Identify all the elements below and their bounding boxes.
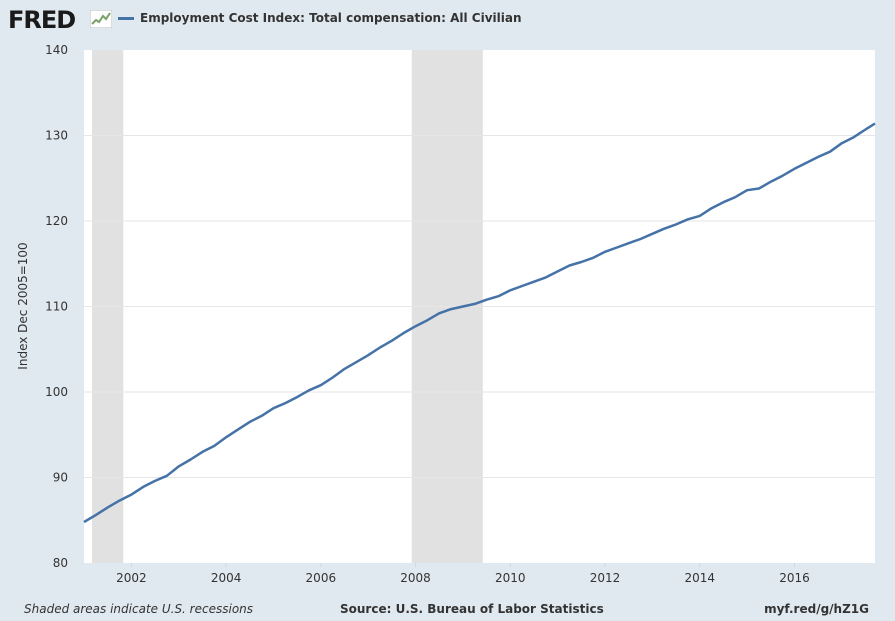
header: FRED Employment Cost Index: Total compen… [0,0,895,40]
x-tick-label: 2010 [495,571,526,585]
series-line [83,122,876,524]
y-tick-label: 130 [45,129,68,143]
fred-logo-graph-icon [90,10,112,28]
y-tick-label: 80 [53,556,68,570]
x-tick-label: 2008 [400,571,431,585]
x-tick-label: 2006 [306,571,337,585]
x-tick-label: 2016 [779,571,810,585]
y-axis-label: Index Dec 2005=100 [16,242,30,369]
y-tick-label: 120 [45,214,68,228]
source-note: Source: U.S. Bureau of Labor Statistics [340,602,604,616]
x-tick-label: 2014 [684,571,715,585]
recession-note: Shaded areas indicate U.S. recessions [24,602,254,616]
y-tick-label: 110 [45,300,68,314]
y-tick-label: 100 [45,385,68,399]
y-tick-label: 140 [45,43,68,57]
legend-swatch [118,16,134,20]
y-axis-ticks: 80 90 100 110 120 130 140 [45,43,68,570]
fred-logo[interactable]: FRED [8,6,76,34]
x-tick-label: 2002 [116,571,147,585]
legend-label[interactable]: Employment Cost Index: Total compensatio… [140,11,522,25]
y-tick-label: 90 [53,471,68,485]
legend: Employment Cost Index: Total compensatio… [118,11,522,25]
gridlines [84,135,875,478]
x-tick-label: 2004 [211,571,242,585]
x-tick-label: 2012 [590,571,621,585]
x-axis-ticks: 2002 2004 2006 2008 2010 2012 2014 2016 [116,563,810,585]
short-link[interactable]: myf.red/g/hZ1G [764,602,869,616]
